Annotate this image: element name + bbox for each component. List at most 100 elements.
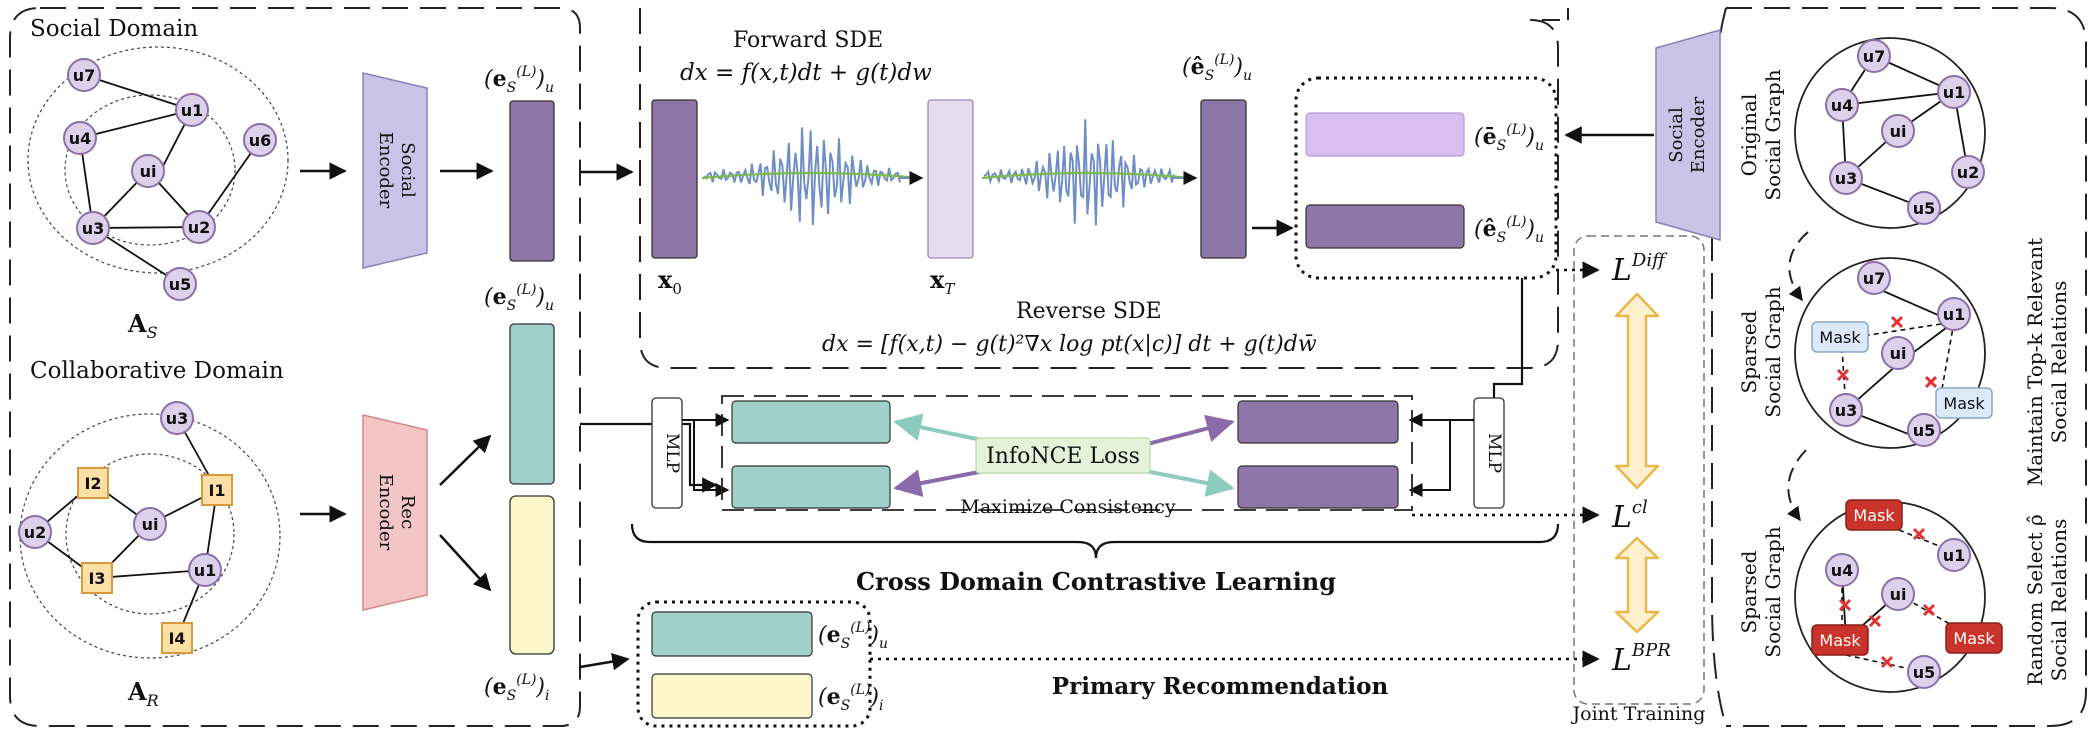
maximize-label: Maximize Consistency: [960, 496, 1176, 518]
reverse-noise-wave: [981, 119, 1198, 226]
cl-purple-bottom: [1237, 465, 1399, 509]
node-u3: u3: [76, 211, 110, 245]
rp-node-ui-1: ui: [1881, 336, 1915, 370]
forward-sde-eq: dx = f(x,t)dt + g(t)dw: [680, 60, 932, 86]
svg-text:u2: u2: [188, 218, 211, 237]
primary-caption: Primary Recommendation: [1052, 673, 1389, 700]
emb-rec-item: [509, 495, 555, 655]
forward-sde-title: Forward SDE: [733, 28, 883, 53]
sparsed-graph-label-1: SparsedSocial Graph: [1737, 286, 1785, 417]
emb-label-hat-top: (êS(L))u: [1182, 52, 1252, 84]
reverse-sde-title: Reverse SDE: [1016, 299, 1162, 324]
svg-text:u3: u3: [1835, 401, 1858, 420]
item-i2: I2: [77, 467, 109, 499]
svg-text:u1: u1: [1943, 305, 1966, 324]
svg-text:MLP: MLP: [662, 433, 682, 473]
svg-text:u6: u6: [249, 131, 272, 150]
emb-label-bar-out: (ēS(L))u: [1474, 122, 1544, 154]
mask-tag-random-1: Mask: [1845, 499, 1903, 531]
rp-node-u5-2: u5: [1907, 655, 1941, 689]
matrix-ar: AR: [127, 677, 159, 710]
social-graph: u7 u1 u6 u4 ui u3 u2 u5: [27, 46, 289, 301]
rp-node-u4-0: u4: [1825, 88, 1859, 122]
svg-text:ui: ui: [142, 515, 159, 534]
pr-user-bar: [651, 611, 813, 657]
rp-node-u5-0: u5: [1907, 191, 1941, 225]
svg-text:u1: u1: [194, 561, 217, 580]
double-arrow-cl-bpr: [1614, 536, 1660, 634]
cl-teal-bottom: [731, 465, 891, 509]
contrastive-brace: [630, 523, 1560, 559]
svg-text:I3: I3: [88, 569, 105, 588]
svg-text:u7: u7: [73, 66, 96, 85]
node-u3c: u3: [160, 401, 194, 435]
sparsed-graph-label-2: SparsedSocial Graph: [1737, 526, 1785, 657]
rp-node-u3-0: u3: [1829, 161, 1863, 195]
svg-text:u5: u5: [1913, 421, 1936, 440]
svg-text:ui: ui: [140, 162, 157, 181]
rp-node-u3-1: u3: [1829, 393, 1863, 427]
svg-text:SocialEncoder: SocialEncoder: [1666, 96, 1709, 173]
rp-node-u1-0: u1: [1937, 75, 1971, 109]
svg-text:MLP: MLP: [1484, 433, 1504, 473]
x0-bar: [651, 99, 698, 259]
svg-text:u3: u3: [1835, 169, 1858, 188]
xt-label: xT: [930, 265, 955, 298]
svg-text:Mask: Mask: [1953, 629, 1995, 648]
svg-text:u2: u2: [24, 523, 47, 542]
svg-text:u1: u1: [1943, 83, 1966, 102]
svg-text:ui: ui: [1890, 122, 1907, 141]
social-encoder-right: SocialEncoder: [1655, 29, 1721, 241]
emb-label-pr-user: (eS(L))u: [818, 620, 888, 652]
emb-rec-user: [509, 323, 555, 485]
svg-text:Mask: Mask: [1943, 394, 1985, 413]
left-panel-border: [9, 7, 581, 727]
svg-text:u1: u1: [181, 101, 204, 120]
reverse-sde-eq: dx = [f(x,t) − g(t)²∇x log pt(x|c)] dt +…: [822, 332, 1317, 357]
svg-text:I4: I4: [168, 629, 185, 648]
right-panel-nodes: u7 u4 u1 ui u3 u2 u5 u7 u1 ui u3 u5 u4 u1 ui u5: [1825, 39, 1985, 689]
mlp-right: [1473, 397, 1505, 509]
svg-text:u1: u1: [1943, 546, 1966, 565]
mask-tag-random-3: Mask: [1945, 622, 2003, 654]
original-graph-label: OriginalSocial Graph: [1737, 69, 1785, 200]
cl-purple-top: [1237, 400, 1399, 444]
contrastive-caption: Cross Domain Contrastive Learning: [856, 567, 1336, 596]
topk-label: Maintain Top-k RelevantSocial Relations: [2023, 238, 2071, 486]
svg-text:I1: I1: [208, 481, 225, 500]
joint-training-box: [1573, 235, 1705, 705]
node-ui: ui: [131, 154, 165, 188]
svg-text:u2: u2: [1957, 163, 1980, 182]
svg-text:u4: u4: [1831, 96, 1854, 115]
svg-text:u4: u4: [69, 129, 92, 148]
rp-node-u5-1: u5: [1907, 413, 1941, 447]
rp-node-u2-0: u2: [1951, 155, 1985, 189]
item-i4: I4: [161, 622, 193, 654]
rp-node-ui-0: ui: [1881, 114, 1915, 148]
emb-label-item-bottom: (eS(L))i: [484, 672, 550, 704]
svg-text:u7: u7: [1863, 269, 1886, 288]
svg-text:u3: u3: [166, 409, 189, 428]
joint-training-label: Joint Training: [1571, 703, 1706, 725]
item-i3: I3: [81, 562, 113, 594]
emb-hat-out: [1305, 204, 1465, 249]
double-arrow-diff-cl: [1614, 292, 1660, 490]
cl-teal-top: [731, 400, 891, 444]
loss-diff: LDiff: [1611, 250, 1668, 288]
svg-text:Mask: Mask: [1819, 328, 1861, 347]
node-u2c: u2: [18, 515, 52, 549]
x0-label: x0: [658, 265, 682, 298]
x-mark-random: [1838, 527, 1936, 669]
social-encoder: SocialEncoder: [362, 72, 428, 269]
svg-text:Mask: Mask: [1819, 631, 1861, 650]
xhat-bar: [1200, 99, 1247, 259]
emb-social-top: [509, 100, 555, 262]
rp-node-u1-2: u1: [1937, 538, 1971, 572]
collab-domain-title: Collaborative Domain: [30, 358, 284, 384]
rp-node-u7-1: u7: [1857, 261, 1891, 295]
collab-graph: u3 u2 ui u1 I2 I1 I3 I4: [18, 401, 281, 659]
rp-node-u1-1: u1: [1937, 297, 1971, 331]
loss-cl: Lcl: [1611, 497, 1648, 535]
svg-text:u3: u3: [82, 219, 105, 238]
